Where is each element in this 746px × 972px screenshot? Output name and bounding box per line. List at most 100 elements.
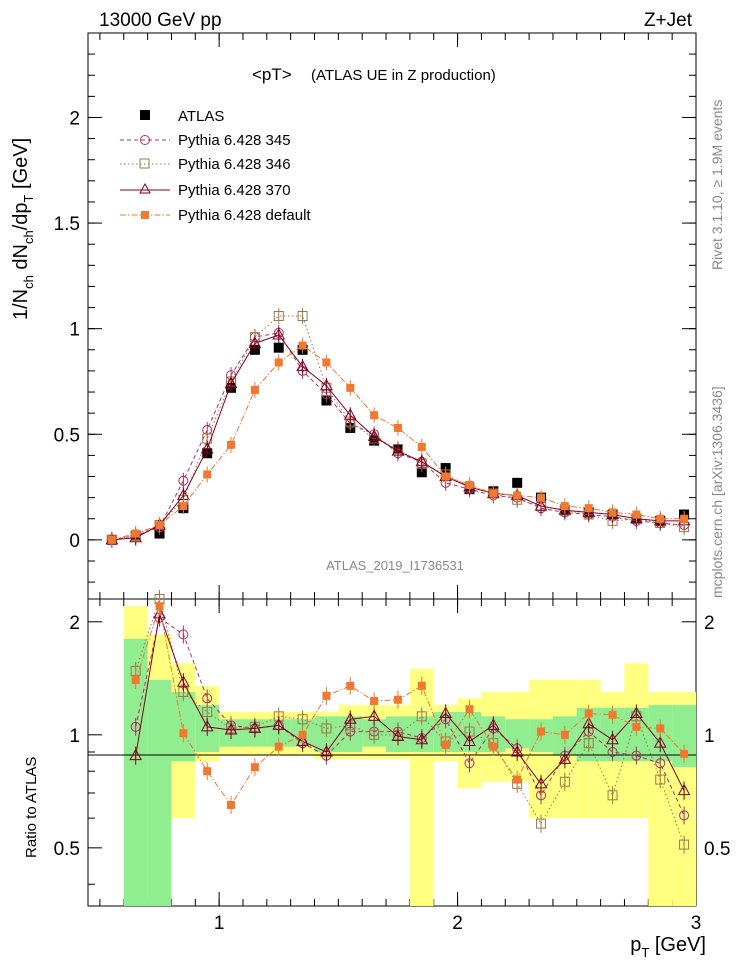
ratio-point-s370 [129, 748, 143, 761]
data-point-sdef [203, 470, 212, 479]
series-line-s345 [111, 332, 685, 541]
ratio-point-s346 [536, 818, 547, 829]
plot-title: <pT> [252, 65, 292, 84]
data-point-sdef [560, 502, 569, 511]
ratio-y-ticks: 0.5 0.5 1 1 2 2 [54, 613, 730, 885]
ratio-point-sdef [465, 705, 474, 714]
ratio-point-sdef [370, 697, 379, 706]
data-point-s370 [415, 454, 429, 467]
ratio-point-s370 [582, 716, 596, 729]
ratio-point-s345 [655, 758, 666, 769]
data-point-s346 [297, 311, 308, 321]
ratio-point-s370 [272, 718, 286, 730]
ratio-point-s346 [321, 723, 332, 734]
main-series [105, 308, 691, 548]
ratio-point-sdef [632, 722, 641, 731]
ratio-point-sdef [227, 801, 236, 810]
data-point-sdef [179, 502, 188, 511]
analysis-id: ATLAS_2019_I1736531 [326, 558, 464, 573]
ratio-band-inner [433, 712, 458, 752]
main-ytick-label-4: 2 [69, 108, 80, 129]
series-sdef [107, 337, 689, 548]
data-point-sdef [322, 358, 331, 367]
ratio-point-s370 [320, 744, 333, 757]
ylabel-part-3: ch [21, 230, 36, 244]
ratio-band-outer [409, 668, 434, 906]
ratio-point-s345 [631, 750, 642, 761]
ratio-point-s370 [439, 706, 452, 718]
ratio-point-s370 [224, 722, 238, 735]
ylabel-part-1: ch [21, 275, 36, 289]
series-s370 [105, 327, 691, 548]
ratio-point-s370 [486, 718, 500, 730]
data-point-sdef [393, 423, 402, 432]
ratio-point-s370 [391, 729, 405, 741]
ratio-point-sdef [179, 729, 188, 738]
ratio-point-sdef [203, 767, 212, 776]
data-point-sdef [584, 504, 593, 513]
ratio-point-s370 [367, 709, 381, 721]
ratio-point-s346 [416, 711, 427, 722]
ratio-point-sdef [656, 724, 665, 733]
data-point-sdef [537, 493, 546, 502]
data-point-sdef [227, 440, 236, 449]
ratio-point-s370 [630, 706, 643, 718]
ratio-point-sdef [560, 730, 569, 739]
ratio-point-s346 [369, 729, 380, 740]
main-y-ticks: 0 0.5 1 1.5 2 [54, 53, 696, 583]
ratio-point-s345 [464, 758, 475, 769]
data-point-s370 [296, 359, 309, 372]
legend-label-345: Pythia 6.428 345 [178, 132, 291, 149]
data-point-sdef [417, 442, 426, 451]
ratio-ytick-label-right-2: 2 [704, 613, 715, 634]
side-site: mcplots.cern.ch [arXiv:1306.3436] [709, 386, 725, 598]
legend-marker-345 [140, 135, 150, 145]
data-point-s370 [272, 327, 286, 340]
ratio-point-sdef [489, 742, 498, 751]
data-point-s370 [534, 499, 548, 511]
data-point-s345 [178, 475, 189, 486]
ylabel-part-2: dN [10, 244, 32, 275]
x-tick-label-2: 3 [691, 913, 702, 934]
data-point-atlas [416, 467, 427, 478]
ratio-point-sdef [608, 710, 617, 719]
legend-label-370: Pythia 6.428 370 [178, 182, 291, 199]
ratio-point-sdef [537, 727, 546, 736]
ratio-ytick-label-1: 1 [69, 726, 80, 747]
ratio-line-s345 [135, 616, 685, 816]
data-point-sdef [298, 341, 307, 350]
data-point-atlas [273, 342, 284, 353]
ratio-point-s370 [415, 732, 429, 745]
ratio-point-sdef [155, 602, 164, 611]
series-s345 [106, 324, 690, 548]
main-ylabel: 1/Nch dNch/dpT [GeV] [10, 138, 36, 320]
xlabel-part-0: p [630, 934, 641, 956]
ratio-point-s370 [653, 736, 667, 748]
data-point-sdef [632, 510, 641, 519]
ratio-point-sdef [322, 691, 331, 700]
ratio-point-s370 [343, 712, 357, 724]
data-point-sdef [370, 411, 379, 420]
ratio-point-s346 [655, 774, 666, 785]
data-point-sdef [274, 358, 283, 367]
data-point-s370 [200, 442, 214, 454]
legend-marker-346 [139, 158, 150, 169]
ratio-point-sdef [346, 681, 355, 690]
data-point-s370 [320, 378, 333, 391]
data-point-sdef [608, 508, 617, 517]
header-left: 13000 GeV pp [99, 10, 222, 31]
plot-subtitle: (ATLAS UE in Z production) [311, 67, 496, 84]
ratio-series-sdef [131, 597, 689, 815]
side-version: Rivet 3.1.10, ≥ 1.9M events [709, 100, 725, 270]
ratio-point-s370 [558, 752, 572, 764]
main-ytick-label-1: 0.5 [54, 425, 80, 446]
main-ytick-label-3: 1.5 [54, 214, 80, 235]
ratio-point-s345 [178, 629, 189, 640]
ratio-point-sdef [298, 730, 307, 739]
ratio-point-s346 [559, 776, 570, 787]
x-ticks: 1 2 3 [99, 33, 702, 934]
data-point-sdef [107, 535, 116, 544]
ratio-point-s370 [677, 783, 691, 796]
data-point-sdef [250, 385, 259, 394]
